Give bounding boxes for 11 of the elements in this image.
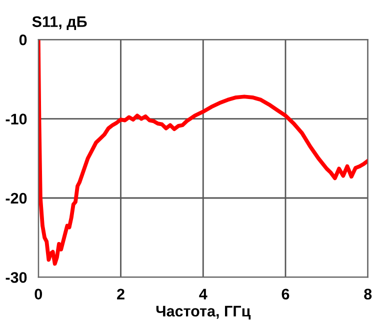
- y-tick-label: -10: [6, 114, 27, 124]
- y-tick-label: -20: [6, 192, 27, 204]
- y-axis-title: S11, дБ: [32, 16, 87, 30]
- x-tick-label: 6: [282, 288, 290, 300]
- x-tick-label: 4: [199, 288, 208, 300]
- y-tick-label: -30: [6, 272, 27, 283]
- x-axis-title: Частота, ГГц: [156, 306, 251, 320]
- x-tick-label: 0: [34, 288, 42, 300]
- y-tick-label: 0: [19, 34, 27, 46]
- x-tick-label: 8: [364, 288, 372, 300]
- x-tick-label: 2: [117, 288, 124, 300]
